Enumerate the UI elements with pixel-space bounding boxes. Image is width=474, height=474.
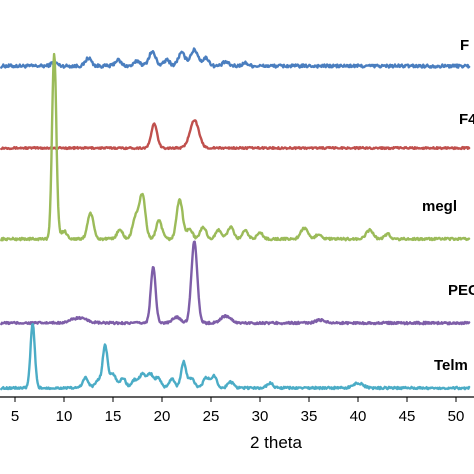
x-tick-label: 30 (252, 408, 269, 425)
series-line-telm (0, 323, 471, 391)
series-label-telm: Telm (434, 357, 468, 374)
series-line-f (0, 47, 471, 69)
x-tick-label: 25 (203, 408, 220, 425)
x-tick-label: 10 (56, 408, 73, 425)
x-tick-label: 35 (301, 408, 318, 425)
x-tick-label: 15 (105, 408, 122, 425)
series-labels: F F4 megl PEC Telm (422, 37, 474, 374)
x-tick-label: 45 (399, 408, 416, 425)
series-line-pec (0, 240, 471, 326)
series-label-f: F (460, 37, 469, 54)
x-tick-label: 20 (154, 408, 171, 425)
x-tick-label: 40 (350, 408, 367, 425)
series-label-pec: PEC (448, 282, 474, 299)
series-label-f4: F4 (459, 111, 474, 128)
x-tick-label: 50 (448, 408, 465, 425)
series-line-megl (0, 52, 471, 242)
x-axis-ticks: 5 10 15 20 25 30 35 40 45 50 (11, 397, 465, 425)
series-label-megl: megl (422, 198, 457, 215)
x-tick-label: 5 (11, 408, 19, 425)
series-line-f4 (0, 119, 471, 151)
series-traces (0, 47, 471, 391)
x-axis-title: 2 theta (250, 433, 303, 452)
